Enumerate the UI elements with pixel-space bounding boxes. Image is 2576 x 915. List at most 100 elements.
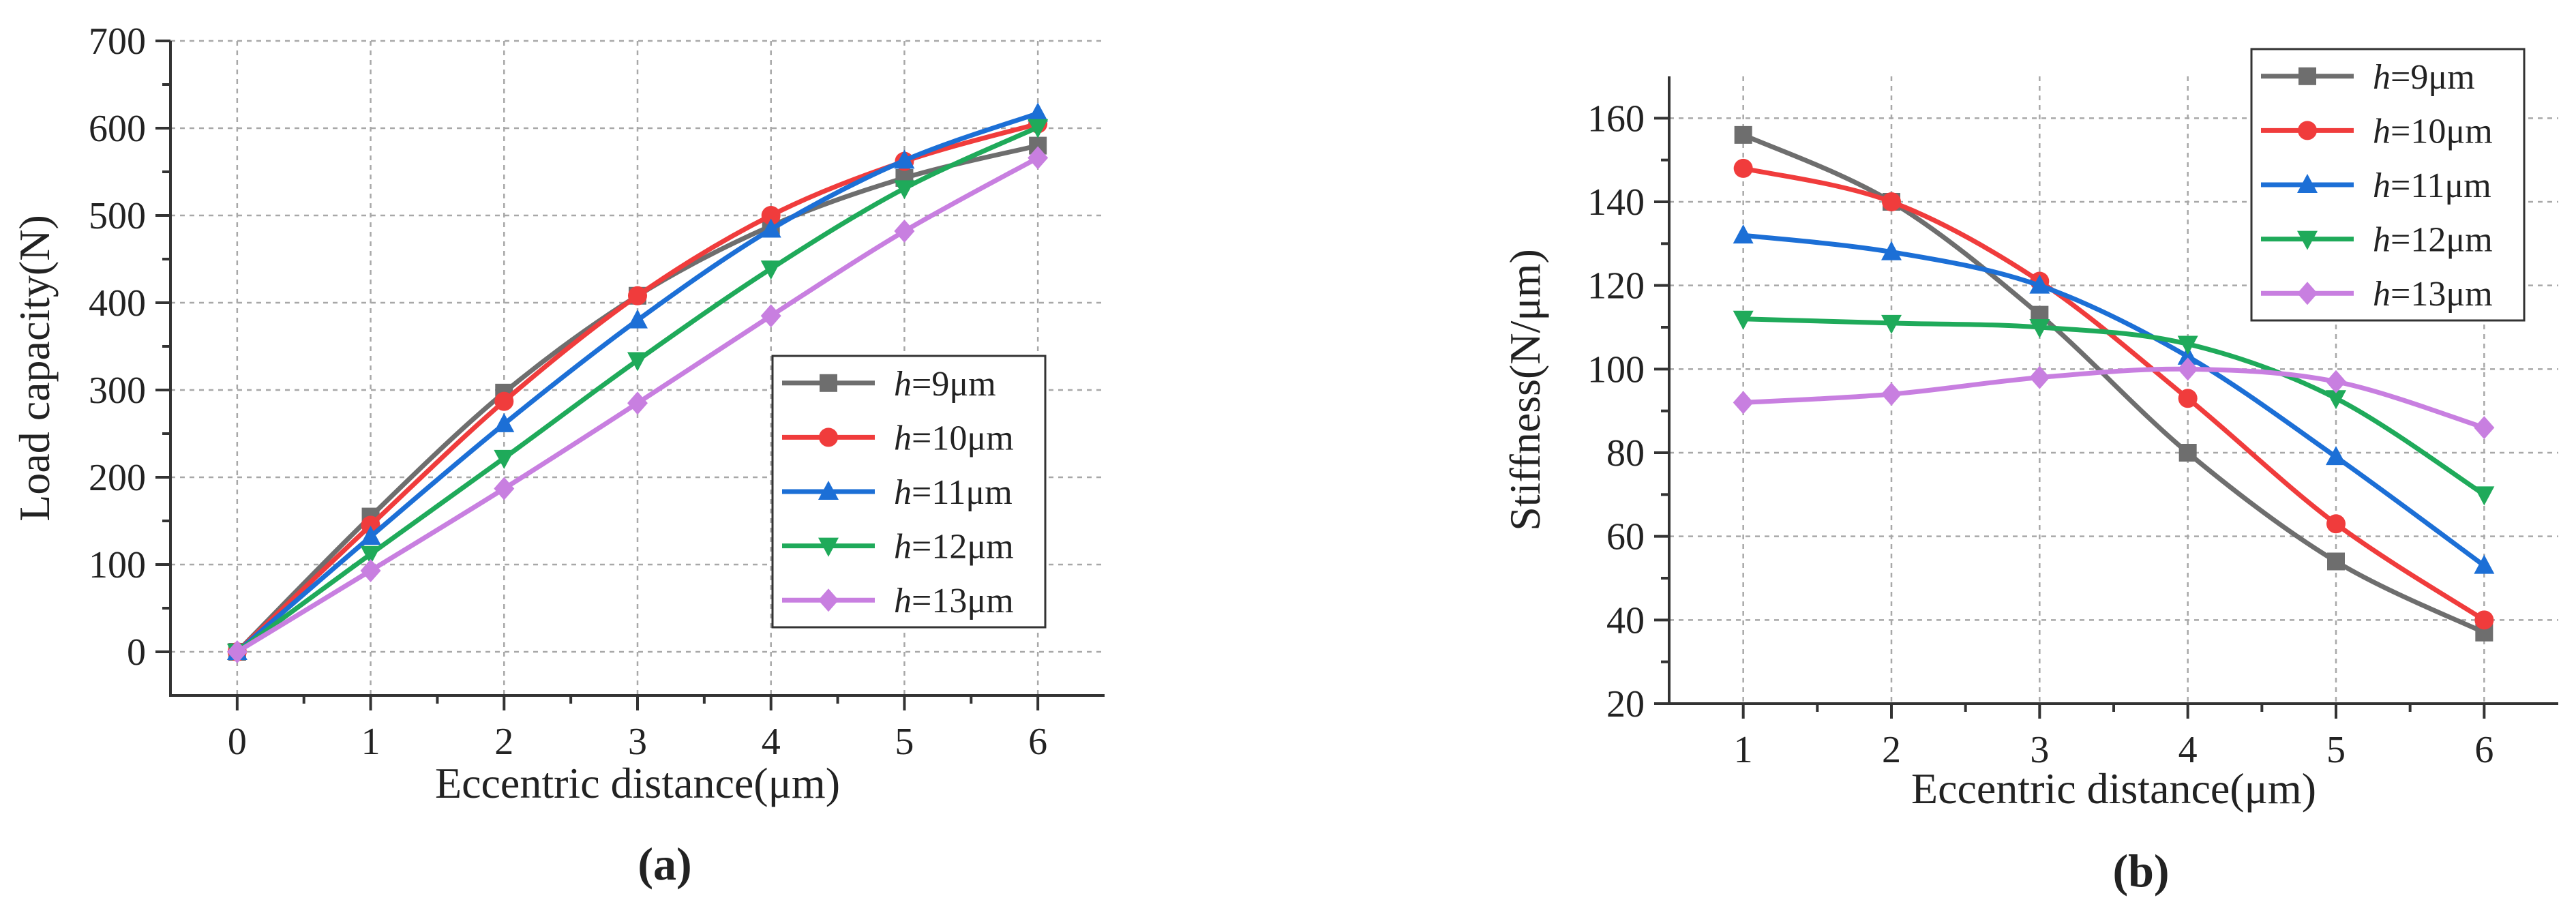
data-point <box>360 545 381 565</box>
legend-label-italic: h <box>2373 166 2391 205</box>
legend-label: h=10μm <box>894 419 1014 457</box>
data-point <box>1028 146 1049 170</box>
panel-label: (a) <box>638 838 691 890</box>
x-tick-label: 1 <box>361 721 380 763</box>
x-tick-label: 6 <box>1028 721 1047 763</box>
legend-label-rest: =13μm <box>912 582 1014 620</box>
legend-label-italic: h <box>894 582 912 620</box>
y-tick-label: 20 <box>1606 683 1645 725</box>
legend-label-rest: =9μm <box>912 365 996 404</box>
legend-label-rest: =11μm <box>912 473 1013 512</box>
legend-item: h=13μm <box>782 582 1014 620</box>
y-tick-label: 60 <box>1606 516 1645 558</box>
y-tick-label: 40 <box>1606 599 1645 642</box>
data-point <box>360 526 381 545</box>
x-tick-label: 2 <box>494 721 513 763</box>
data-point <box>760 260 781 280</box>
data-point <box>2474 610 2494 630</box>
y-tick-label: 500 <box>89 195 146 237</box>
legend-item: h=13μm <box>2261 275 2493 314</box>
y-axis-title: Stiffness(N/μm) <box>1501 249 1549 531</box>
legend-marker <box>818 588 839 612</box>
legend-item: h=10μm <box>782 419 1014 457</box>
series-h=12μm <box>1733 310 2495 506</box>
series-line <box>1743 232 2486 568</box>
data-point <box>2326 390 2346 410</box>
legend-marker <box>818 537 839 557</box>
data-point <box>226 640 248 663</box>
data-point <box>2474 554 2495 574</box>
x-tick-label: 0 <box>228 721 247 763</box>
data-point <box>1733 224 1754 244</box>
data-point <box>1028 102 1049 122</box>
legend-label: h=10μm <box>2373 112 2493 151</box>
data-point <box>627 352 648 372</box>
y-tick-label: 160 <box>1587 97 1645 140</box>
data-point <box>2326 446 2346 466</box>
y-tick-label: 0 <box>127 631 146 674</box>
legend-label-italic: h <box>2373 112 2391 151</box>
x-tick-label: 1 <box>1734 729 1753 771</box>
legend-marker <box>818 481 839 500</box>
x-tick-label: 4 <box>762 721 781 763</box>
legend-marker <box>819 427 838 447</box>
data-point <box>2326 370 2346 393</box>
legend-label-italic: h <box>2373 275 2391 314</box>
legend-label-rest: =12μm <box>2391 221 2493 260</box>
data-point <box>1028 119 1049 138</box>
data-point <box>1881 241 1902 260</box>
panel-label: (b) <box>2112 845 2169 897</box>
series-h=12μm <box>226 119 1049 663</box>
legend-marker <box>820 374 837 392</box>
legend-label-italic: h <box>894 419 912 457</box>
legend-marker <box>2297 174 2318 193</box>
x-tick-label: 5 <box>895 721 914 763</box>
y-tick-label: 100 <box>89 544 146 586</box>
legend-label: h=11μm <box>894 473 1013 512</box>
x-tick-label: 3 <box>2030 729 2049 771</box>
y-tick-label: 200 <box>89 457 146 499</box>
data-point <box>760 304 781 328</box>
data-point <box>627 309 648 329</box>
data-point <box>494 449 515 469</box>
data-point <box>2474 416 2495 440</box>
legend-label-rest: =13μm <box>2391 275 2493 314</box>
series-line <box>1743 366 2485 430</box>
x-axis-title: Eccentric distance(μm) <box>1911 764 2316 813</box>
data-point <box>894 149 915 169</box>
data-point <box>2177 345 2198 365</box>
series-h=13μm <box>1733 357 2495 440</box>
legend-label: h=11μm <box>2373 166 2491 205</box>
data-point <box>2474 486 2495 506</box>
x-tick-label: 4 <box>2178 729 2198 771</box>
data-point <box>2178 389 2198 408</box>
data-point <box>494 391 514 411</box>
data-point <box>1881 314 1902 334</box>
data-point <box>894 220 915 243</box>
legend-label: h=13μm <box>894 582 1014 620</box>
series-line <box>1742 132 2485 635</box>
y-tick-label: 600 <box>89 108 146 150</box>
legend-marker <box>2297 282 2318 305</box>
legend-label-italic: h <box>894 528 912 567</box>
data-point <box>494 412 515 432</box>
data-point <box>628 286 647 305</box>
y-axis-title: Load capacity(N) <box>10 215 59 522</box>
data-point <box>494 477 515 500</box>
y-tick-label: 120 <box>1587 265 1645 308</box>
legend-marker <box>2297 230 2318 250</box>
chart-panel-b: 1 2 3 4 5 6 20 40 60 80 100 120 140 160 Eccentric dist… <box>1501 48 2558 897</box>
y-tick-label: 100 <box>1587 348 1645 391</box>
legend-label-rest: =12μm <box>912 528 1014 567</box>
legend-label: h=13μm <box>2373 275 2493 314</box>
data-point <box>627 391 648 415</box>
data-point <box>2177 335 2198 355</box>
legend-item: h=9μm <box>2261 58 2475 97</box>
data-point <box>894 180 915 200</box>
data-point <box>2029 319 2050 338</box>
data-point <box>760 218 781 238</box>
x-tick-label: 3 <box>628 721 647 763</box>
legend-label-italic: h <box>2373 221 2391 260</box>
